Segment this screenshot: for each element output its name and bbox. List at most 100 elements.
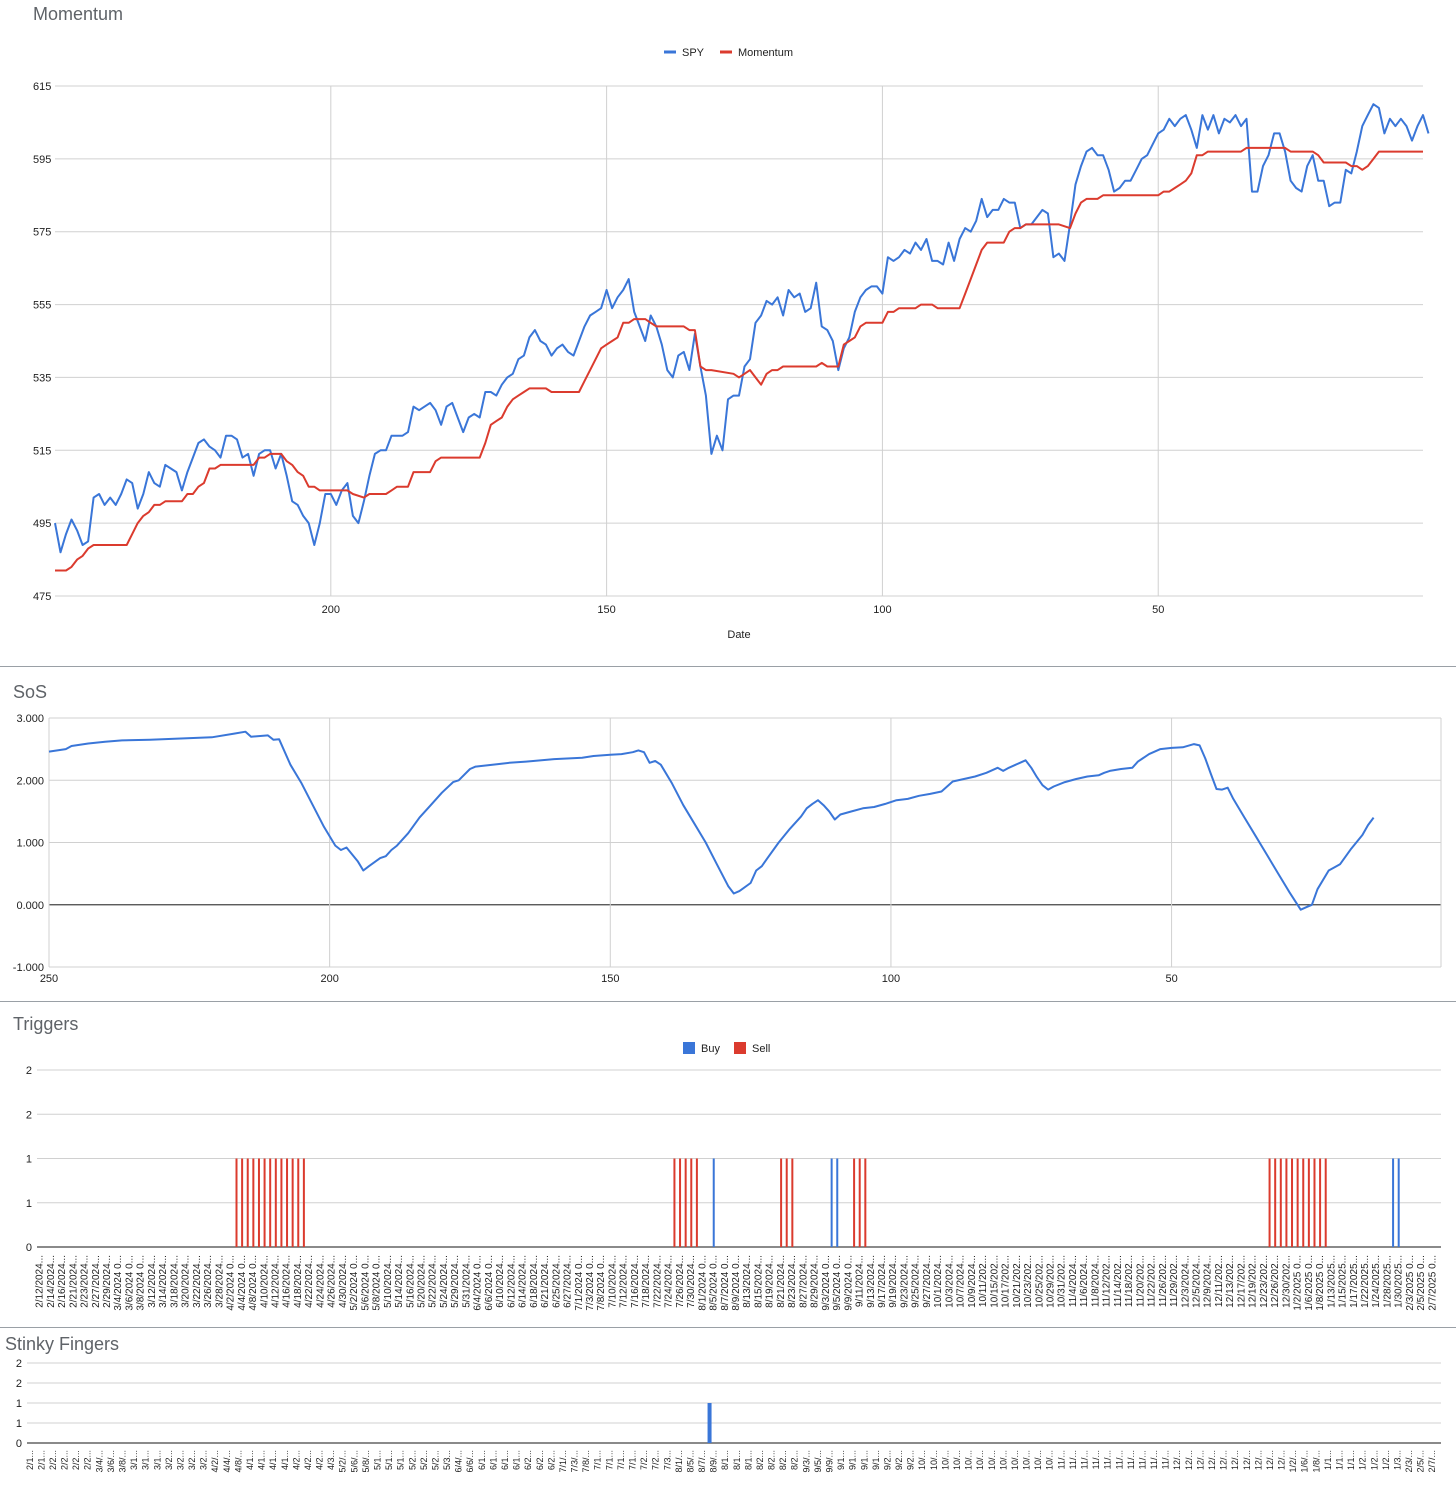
x-date-label: 3/1...: [152, 1450, 162, 1470]
x-date-label: 8/19/2024...: [765, 1255, 776, 1308]
bar-sell: [1319, 1158, 1322, 1247]
x-date-label: 10/31/202...: [1057, 1255, 1068, 1308]
bar-sell: [1268, 1158, 1271, 1247]
bar-sell: [246, 1158, 249, 1247]
x-date-label: 1/8/...: [1311, 1450, 1321, 1473]
bar-sell: [780, 1158, 783, 1247]
x-date-label: 7/1/...: [558, 1450, 568, 1473]
bar-sell: [1274, 1158, 1277, 1247]
x-date-label: 12/...: [1253, 1450, 1263, 1470]
x-date-label: 5/31/2024...: [461, 1255, 472, 1308]
x-date-label: 1/1...: [1346, 1450, 1356, 1470]
x-date-label: 3/1...: [129, 1450, 139, 1470]
x-date-label: 2/2...: [71, 1450, 81, 1470]
x-date-label: 8/9/2024 0...: [731, 1255, 742, 1311]
x-date-label: 8/23/2024...: [787, 1255, 798, 1308]
panel-divider: [0, 1001, 1456, 1002]
panel-divider: [0, 666, 1456, 667]
x-date-label: 3/4/...: [94, 1450, 104, 1473]
x-date-label: 1/6/...: [1300, 1450, 1310, 1473]
x-date-label: 2/14/2024...: [46, 1255, 57, 1308]
x-date-label: 7/12/2024...: [619, 1255, 630, 1308]
x-date-label: 7/30/2024...: [686, 1255, 697, 1308]
y-tick-label: -1.000: [13, 962, 44, 974]
x-date-label: 10/3/2024...: [944, 1255, 955, 1308]
y-tick-label: 2.000: [16, 775, 44, 787]
bar-sell: [864, 1158, 867, 1247]
x-date-label: 7/24/2024...: [664, 1255, 675, 1308]
bar-sell: [291, 1158, 294, 1247]
x-date-label: 10/...: [952, 1450, 962, 1470]
bar-sell: [263, 1158, 266, 1247]
x-date-label: 3/8/2024 0...: [136, 1255, 147, 1311]
x-date-label: 10/...: [998, 1450, 1008, 1470]
x-date-label: 4/3...: [326, 1450, 336, 1470]
x-date-label: 3/14/2024...: [158, 1255, 169, 1308]
x-date-label: 2/16/2024...: [57, 1255, 68, 1308]
x-date-label: 7/3/2024 0...: [585, 1255, 596, 1311]
y-tick-label: 1: [16, 1418, 22, 1430]
y-tick-label: 515: [33, 445, 51, 457]
x-date-label: 6/21/2024...: [540, 1255, 551, 1308]
x-date-label: 10/...: [1022, 1450, 1032, 1470]
x-date-label: 10/...: [1033, 1450, 1043, 1470]
x-date-label: 4/8/2024 0...: [248, 1255, 259, 1311]
bar-buy: [830, 1158, 833, 1247]
stinky-panel: Stinky Fingers 0 1 1 2 2 2/1... 2/1... 2/2... 2/…: [0, 1328, 1456, 1485]
x-date-label: 1/17/2025...: [1349, 1255, 1360, 1308]
x-date-label: 9/27/2024...: [922, 1255, 933, 1308]
bar-sell: [695, 1158, 698, 1247]
triggers-title: Triggers: [13, 1014, 79, 1034]
y-tick-label: 1: [26, 1154, 32, 1166]
x-date-label: 9/17/2024...: [877, 1255, 888, 1308]
x-date-label: 10/...: [929, 1450, 939, 1470]
x-date-label: 7/18/2024...: [641, 1255, 652, 1308]
x-date-label: 12/23/202...: [1259, 1255, 1270, 1308]
x-date-label: 11/...: [1068, 1450, 1078, 1469]
x-date-label: 4/2...: [303, 1450, 313, 1470]
x-date-label: 5/2...: [431, 1450, 441, 1470]
x-date-label: 4/12/2024...: [271, 1255, 282, 1308]
x-date-label: 2/5/2025 0...: [1416, 1255, 1427, 1311]
x-date-label: 1/15/2025...: [1338, 1255, 1349, 1308]
x-date-label: 5/6/2024 0...: [360, 1255, 371, 1311]
x-date-label: 5/6/...: [349, 1450, 359, 1473]
x-date-label: 11/18/202...: [1124, 1255, 1135, 1307]
x-date-label: 6/4/...: [454, 1450, 464, 1473]
legend-swatch: [683, 1042, 695, 1054]
x-date-label: 2/3/2025 0...: [1405, 1255, 1416, 1311]
y-tick-label: 555: [33, 300, 51, 312]
y-tick-label: 495: [33, 518, 51, 530]
y-tick-label: 615: [33, 81, 51, 93]
x-date-label: 7/8/2024 0...: [596, 1255, 607, 1311]
x-date-label: 8/13/2024...: [742, 1255, 753, 1308]
x-date-label: 1/8/2025 0...: [1315, 1255, 1326, 1311]
sos-title: SoS: [13, 682, 48, 702]
bar-sell: [1313, 1158, 1316, 1247]
bar-sell: [235, 1158, 238, 1247]
x-date-label: 1/2/2025 0...: [1293, 1255, 1304, 1311]
y-tick-label: 2: [16, 1378, 22, 1390]
bar-buy: [712, 1158, 715, 1247]
y-tick-label: 595: [33, 154, 51, 166]
x-date-label: 10/25/202...: [1034, 1255, 1045, 1308]
x-date-label: 9/9/...: [825, 1450, 835, 1473]
x-date-label: 3/28/2024...: [214, 1255, 225, 1308]
x-date-label: 5/3...: [442, 1450, 452, 1470]
x-date-label: 7/1/2024 0...: [574, 1255, 585, 1311]
x-date-label: 6/27/2024...: [563, 1255, 574, 1308]
bar-sell: [690, 1158, 693, 1247]
x-date-label: 11/22/202...: [1147, 1255, 1158, 1307]
x-date-label: 12/...: [1230, 1450, 1240, 1470]
x-date-label: 9/5/...: [813, 1450, 823, 1473]
x-date-label: 11/...: [1114, 1450, 1124, 1469]
x-date-label: 5/16/2024...: [405, 1255, 416, 1308]
x-date-label: 1/24/2025...: [1371, 1255, 1382, 1308]
x-tick-label: 150: [601, 973, 619, 985]
x-date-label: 12/5/2024...: [1192, 1255, 1203, 1308]
bar-sell: [241, 1158, 244, 1247]
x-date-label: 7/16/2024...: [630, 1255, 641, 1308]
x-date-label: 5/2...: [419, 1450, 429, 1470]
bar-sell: [269, 1158, 272, 1247]
x-date-label: 5/8/2024 0...: [372, 1255, 383, 1311]
